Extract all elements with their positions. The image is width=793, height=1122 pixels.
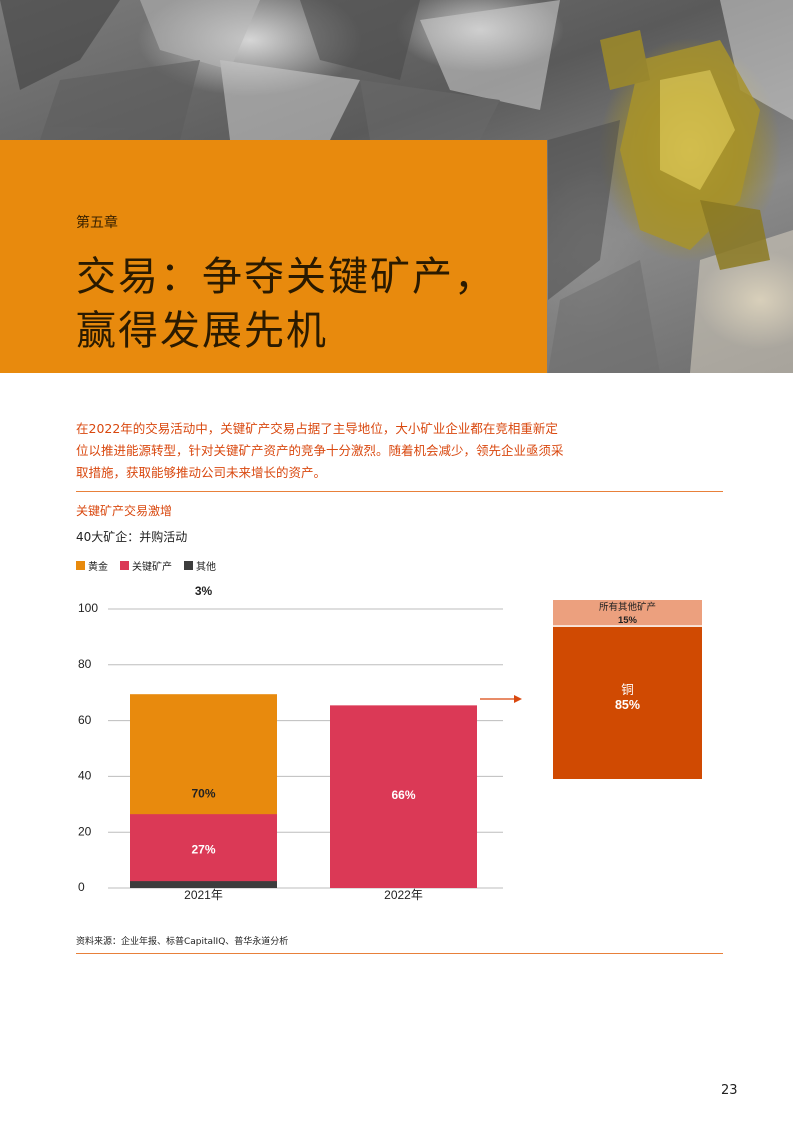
title-line-2: 赢得发展先机 bbox=[76, 308, 328, 354]
bar-0-1 bbox=[130, 814, 277, 888]
bar-1-1 bbox=[330, 705, 477, 888]
breakdown-label-1: 铜 bbox=[621, 682, 634, 697]
title-line-1: 交易：争夺关键矿产， bbox=[76, 254, 496, 300]
y-tick-80: 80 bbox=[78, 657, 92, 671]
breakdown-value-1: 85% bbox=[615, 698, 640, 712]
intro-paragraph: 在2022年的交易活动中，关键矿产交易占据了主导地位，大小矿业企业都在竞相重新定… bbox=[76, 421, 564, 480]
legend-swatch-critical-minerals bbox=[120, 561, 129, 570]
chart-legend: 黄金 关键矿产 其他 bbox=[76, 558, 216, 573]
y-tick-0: 0 bbox=[78, 880, 85, 894]
x-tick-1: 2022年 bbox=[384, 888, 423, 902]
breakdown-arrow-head bbox=[514, 695, 522, 703]
breakdown-segment-0 bbox=[553, 600, 702, 626]
y-tick-40: 40 bbox=[78, 769, 92, 783]
legend-label-other: 其他 bbox=[196, 562, 216, 573]
y-tick-60: 60 bbox=[78, 713, 92, 727]
source-note: 资料来源：企业年报、标普CapitalIQ、普华永道分析 bbox=[76, 937, 289, 947]
data-label-1-1: 66% bbox=[391, 788, 415, 802]
mineral-texture bbox=[0, 0, 793, 373]
x-tick-0: 2021年 bbox=[184, 888, 223, 902]
data-label-0-1: 27% bbox=[191, 843, 215, 857]
legend-item-other: 其他 bbox=[184, 558, 216, 573]
bar-0-2 bbox=[130, 881, 277, 888]
legend-label-critical-minerals: 关键矿产 bbox=[132, 562, 172, 573]
legend-item-critical-minerals: 关键矿产 bbox=[120, 558, 172, 573]
legend-swatch-other bbox=[184, 561, 193, 570]
data-label-0-2: 3% bbox=[195, 584, 213, 598]
data-label-0-0: 70% bbox=[191, 787, 215, 801]
legend-item-gold: 黄金 bbox=[76, 558, 108, 573]
hero-mineral-image bbox=[0, 0, 793, 373]
chapter-label: 第五章 bbox=[76, 215, 118, 231]
chart-subtitle: 40大矿企：并购活动 bbox=[76, 530, 188, 544]
title-banner bbox=[0, 140, 547, 373]
page-number: 23 bbox=[721, 1083, 738, 1098]
y-tick-20: 20 bbox=[78, 824, 92, 838]
legend-label-gold: 黄金 bbox=[88, 562, 108, 573]
legend-swatch-gold bbox=[76, 561, 85, 570]
divider-top bbox=[76, 491, 723, 492]
y-tick-100: 100 bbox=[78, 601, 98, 615]
breakdown-value-0: 15% bbox=[618, 615, 638, 626]
breakdown-segment-1 bbox=[553, 626, 702, 779]
breakdown-label-0: 所有其他矿产 bbox=[599, 601, 656, 613]
divider-bottom bbox=[76, 953, 723, 954]
page-title: 交易：争夺关键矿产， 赢得发展先机 bbox=[76, 250, 546, 358]
chart-title: 关键矿产交易激增 bbox=[76, 504, 173, 518]
